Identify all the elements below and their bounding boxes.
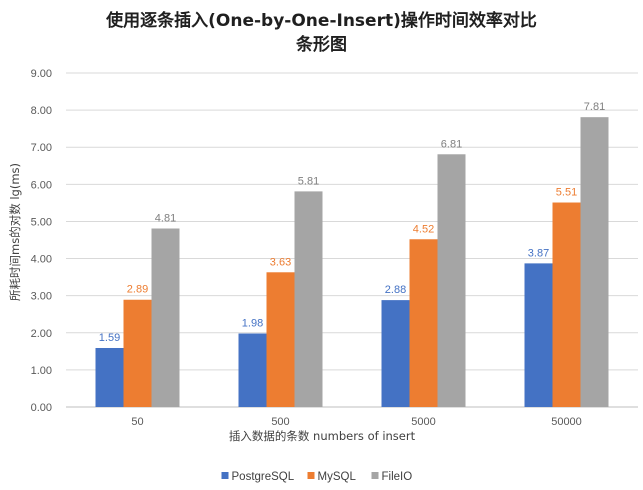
x-tick-label: 5000 xyxy=(411,416,435,428)
bar-postgresql-50 xyxy=(95,347,124,407)
y-tick-label: 5.00 xyxy=(31,216,52,228)
data-label: 7.81 xyxy=(584,101,605,113)
data-label: 5.81 xyxy=(298,175,319,187)
y-axis-label: 所耗时间ms的对数 lg(ms) xyxy=(8,163,22,301)
y-tick-label: 2.00 xyxy=(31,328,52,340)
bar-mysql-500 xyxy=(266,272,295,407)
x-tick-label: 50 xyxy=(131,416,143,428)
y-tick-label: 6.00 xyxy=(31,179,52,191)
legend-label-postgresql: PostgreSQL xyxy=(232,471,295,483)
bar-postgresql-5000 xyxy=(381,300,410,407)
bar-mysql-5000 xyxy=(409,239,438,407)
y-tick-label: 0.00 xyxy=(31,402,52,414)
y-tick-label: 9.00 xyxy=(31,68,52,80)
y-tick-label: 1.00 xyxy=(31,365,52,377)
y-tick-label: 7.00 xyxy=(31,142,52,154)
y-tick-label: 3.00 xyxy=(31,291,52,303)
data-label: 4.52 xyxy=(413,223,434,235)
data-label: 3.87 xyxy=(528,247,549,259)
y-axis-ticks: 0.00 1.00 2.00 3.00 4.00 5.00 6.00 7.00 8.00 9.00 xyxy=(31,68,52,414)
x-axis-label: 插入数据的条数 numbers of insert xyxy=(229,429,416,443)
bar-mysql-50000 xyxy=(552,202,581,407)
chart-title-line-2: 条形图 xyxy=(295,34,347,55)
bar-fileio-500 xyxy=(294,191,323,407)
data-label: 2.89 xyxy=(127,284,148,296)
data-label: 6.81 xyxy=(441,138,462,150)
bar-fileio-50 xyxy=(151,228,180,407)
legend-swatch-mysql xyxy=(307,472,315,479)
bars xyxy=(95,117,609,407)
data-label: 1.98 xyxy=(242,318,263,330)
bar-fileio-5000 xyxy=(437,154,466,407)
chart-title-line-1: 使用逐条插入(One-by-One-Insert)操作时间效率对比 xyxy=(105,10,537,31)
x-tick-label: 500 xyxy=(271,416,289,428)
y-tick-label: 4.00 xyxy=(31,254,52,266)
data-label: 2.88 xyxy=(385,284,406,296)
bar-postgresql-500 xyxy=(238,333,267,407)
legend-swatch-fileio xyxy=(371,472,379,479)
legend-swatch-postgresql xyxy=(221,472,229,479)
bar-mysql-50 xyxy=(123,299,152,407)
data-labels: 1.59 2.89 4.81 1.98 3.63 5.81 2.88 4.52 6.81 3.87… xyxy=(99,101,605,344)
x-axis-ticks: 50 500 5000 50000 xyxy=(131,416,581,428)
data-label: 1.59 xyxy=(99,332,120,344)
bar-fileio-50000 xyxy=(580,117,609,407)
bar-postgresql-50000 xyxy=(524,263,553,407)
legend: PostgreSQL MySQL FileIO xyxy=(221,471,413,483)
data-label: 4.81 xyxy=(155,212,176,224)
data-label: 3.63 xyxy=(270,256,291,268)
legend-label-fileio: FileIO xyxy=(382,471,413,483)
y-tick-label: 8.00 xyxy=(31,105,52,117)
x-tick-label: 50000 xyxy=(551,416,582,428)
data-label: 5.51 xyxy=(556,187,577,199)
legend-label-mysql: MySQL xyxy=(318,471,357,483)
